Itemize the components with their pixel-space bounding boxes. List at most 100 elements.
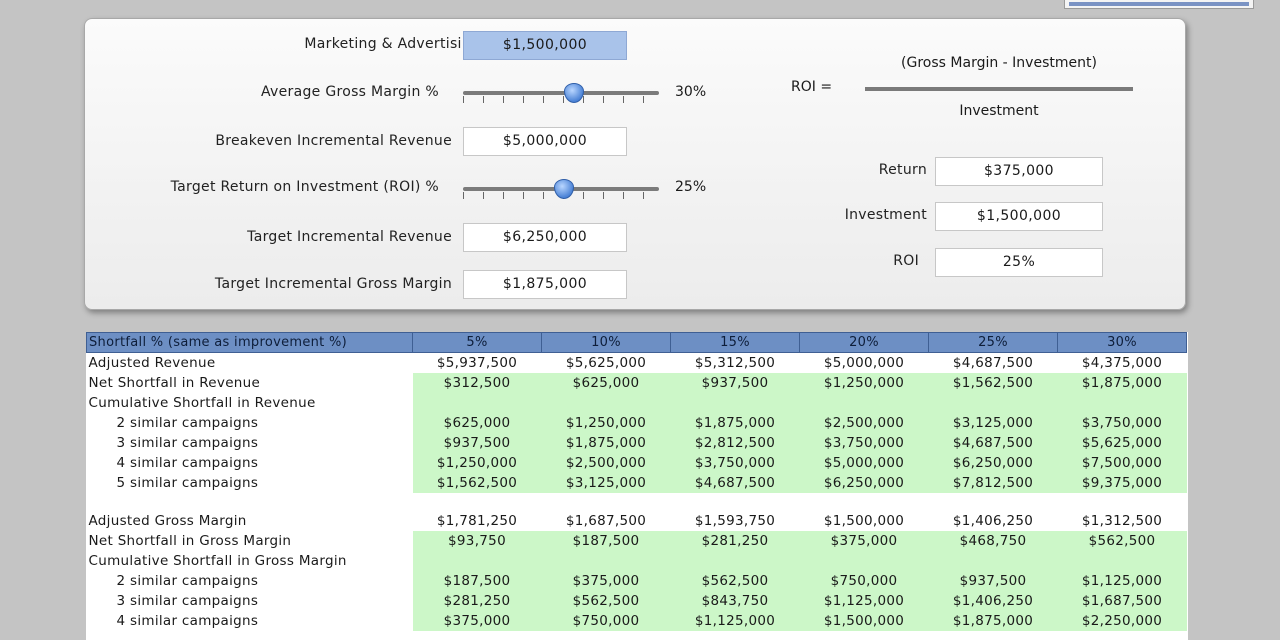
table-cell: $375,000 (541, 570, 671, 591)
table-row: 4 similar campaigns $375,000 $750,000 $1,12… (87, 610, 1187, 631)
corner-badge (1064, 0, 1254, 9)
table-cell: $1,687,500 (541, 510, 671, 531)
table-cell: $281,250 (412, 590, 542, 611)
table-cell (928, 392, 1058, 413)
table-cell: $375,000 (412, 610, 542, 631)
table-cell: $6,250,000 (799, 472, 929, 493)
table-spacer-row (87, 493, 1187, 511)
slider-tick (623, 96, 624, 103)
header-col: 20% (799, 332, 929, 353)
roi-formula-lhs: ROI = (791, 79, 833, 95)
slider-tick (583, 192, 584, 199)
shortfall-table: Shortfall % (same as improvement %) 5% 1… (86, 332, 1187, 631)
table-cell: $843,750 (670, 590, 800, 611)
roi-field: 25% (935, 248, 1103, 277)
table-cell: $1,250,000 (412, 452, 542, 473)
table-row: 3 similar campaigns $281,250 $562,500 $843,… (87, 590, 1187, 611)
slider-tick (643, 192, 644, 199)
table-cell: $1,562,500 (412, 472, 542, 493)
row-label: 2 similar campaigns (116, 572, 259, 589)
table-row: Cumulative Shortfall in Revenue (87, 392, 1187, 413)
target-roi-value: 25% (675, 179, 707, 195)
table-cell (541, 392, 671, 413)
breakeven-field: $5,000,000 (463, 127, 627, 156)
table-cell: $3,125,000 (541, 472, 671, 493)
table-cell: $5,000,000 (799, 352, 929, 373)
table-body: Adjusted Revenue $5,937,500 $5,625,000 $5,3… (87, 352, 1187, 631)
table-cell: $1,875,000 (1057, 372, 1187, 393)
slider-tick (523, 96, 524, 103)
table-cell: $187,500 (412, 570, 542, 591)
table-cell: $1,875,000 (928, 610, 1058, 631)
table-cell: $187,500 (541, 530, 671, 551)
row-label: Adjusted Gross Margin (88, 512, 247, 529)
table-cell: $1,875,000 (541, 432, 671, 453)
return-field: $375,000 (935, 157, 1103, 186)
table-cell: $1,250,000 (799, 372, 929, 393)
table-cell: $5,312,500 (670, 352, 800, 373)
table-row: Cumulative Shortfall in Gross Margin (87, 550, 1187, 571)
table-row: 4 similar campaigns $1,250,000 $2,500,000 $… (87, 452, 1187, 473)
table-cell: $1,125,000 (670, 610, 800, 631)
table-cell (928, 550, 1058, 571)
table-cell: $5,625,000 (1057, 432, 1187, 453)
slider-tick (563, 96, 564, 103)
table-row: 2 similar campaigns $187,500 $375,000 $562,… (87, 570, 1187, 591)
table-row: 2 similar campaigns $625,000 $1,250,000 $1,… (87, 412, 1187, 433)
target-revenue-label: Target Incremental Revenue (247, 229, 452, 245)
table-cell: $937,500 (670, 372, 800, 393)
roi-formula-denominator: Investment (959, 103, 1039, 119)
investment-field: $1,500,000 (935, 202, 1103, 231)
gross-margin-slider-thumb[interactable] (563, 83, 584, 103)
slider-tick (503, 192, 504, 199)
table-cell: $2,500,000 (541, 452, 671, 473)
table-cell (799, 550, 929, 571)
table-cell: $4,687,500 (928, 432, 1058, 453)
table-cell: $4,687,500 (670, 472, 800, 493)
table-cell: $3,750,000 (799, 432, 929, 453)
slider-tick (623, 192, 624, 199)
target-roi-slider-thumb[interactable] (554, 179, 574, 199)
spacer-cell (87, 493, 1187, 511)
table-cell: $625,000 (541, 372, 671, 393)
table-cell: $312,500 (412, 372, 542, 393)
table-cell: $2,812,500 (670, 432, 800, 453)
row-label: 3 similar campaigns (116, 434, 259, 451)
table-cell (1057, 550, 1187, 571)
budget-input[interactable]: $1,500,000 (463, 31, 627, 60)
target-gross-margin-field: $1,875,000 (463, 270, 627, 299)
table-cell: $562,500 (541, 590, 671, 611)
table-cell: $4,375,000 (1057, 352, 1187, 373)
slider-tick (603, 192, 604, 199)
table-cell: $468,750 (928, 530, 1058, 551)
table-cell: $3,750,000 (670, 452, 800, 473)
slider-tick (543, 96, 544, 103)
slider-tick (643, 96, 644, 103)
gross-margin-slider[interactable] (463, 81, 659, 107)
row-label: Cumulative Shortfall in Gross Margin (88, 552, 347, 569)
table-cell: $750,000 (799, 570, 929, 591)
calculator-panel: Marketing & Advertising Budget $1,500,00… (84, 18, 1186, 310)
table-cell: $5,000,000 (799, 452, 929, 473)
table-cell: $93,750 (412, 530, 542, 551)
slider-tick (463, 96, 464, 103)
row-label: Net Shortfall in Gross Margin (88, 532, 292, 549)
header-shortfall-label: Shortfall % (same as improvement %) (86, 332, 413, 353)
target-revenue-field: $6,250,000 (463, 223, 627, 252)
table-row: Net Shortfall in Revenue $312,500 $625,000… (87, 372, 1187, 393)
target-roi-label: Target Return on Investment (ROI) % (170, 179, 439, 195)
table-cell (541, 550, 671, 571)
table-cell: $3,125,000 (928, 412, 1058, 433)
return-label: Return (878, 162, 927, 178)
table-cell (799, 392, 929, 413)
breakeven-label: Breakeven Incremental Revenue (215, 133, 452, 149)
table-cell: $1,250,000 (541, 412, 671, 433)
slider-tick (503, 96, 504, 103)
header-col: 15% (670, 332, 800, 353)
corner-badge-bar (1069, 2, 1249, 6)
slider-tick (523, 192, 524, 199)
table-cell: $562,500 (1057, 530, 1187, 551)
target-roi-slider[interactable] (463, 177, 659, 203)
row-label: 4 similar campaigns (116, 454, 259, 471)
table-cell: $937,500 (928, 570, 1058, 591)
